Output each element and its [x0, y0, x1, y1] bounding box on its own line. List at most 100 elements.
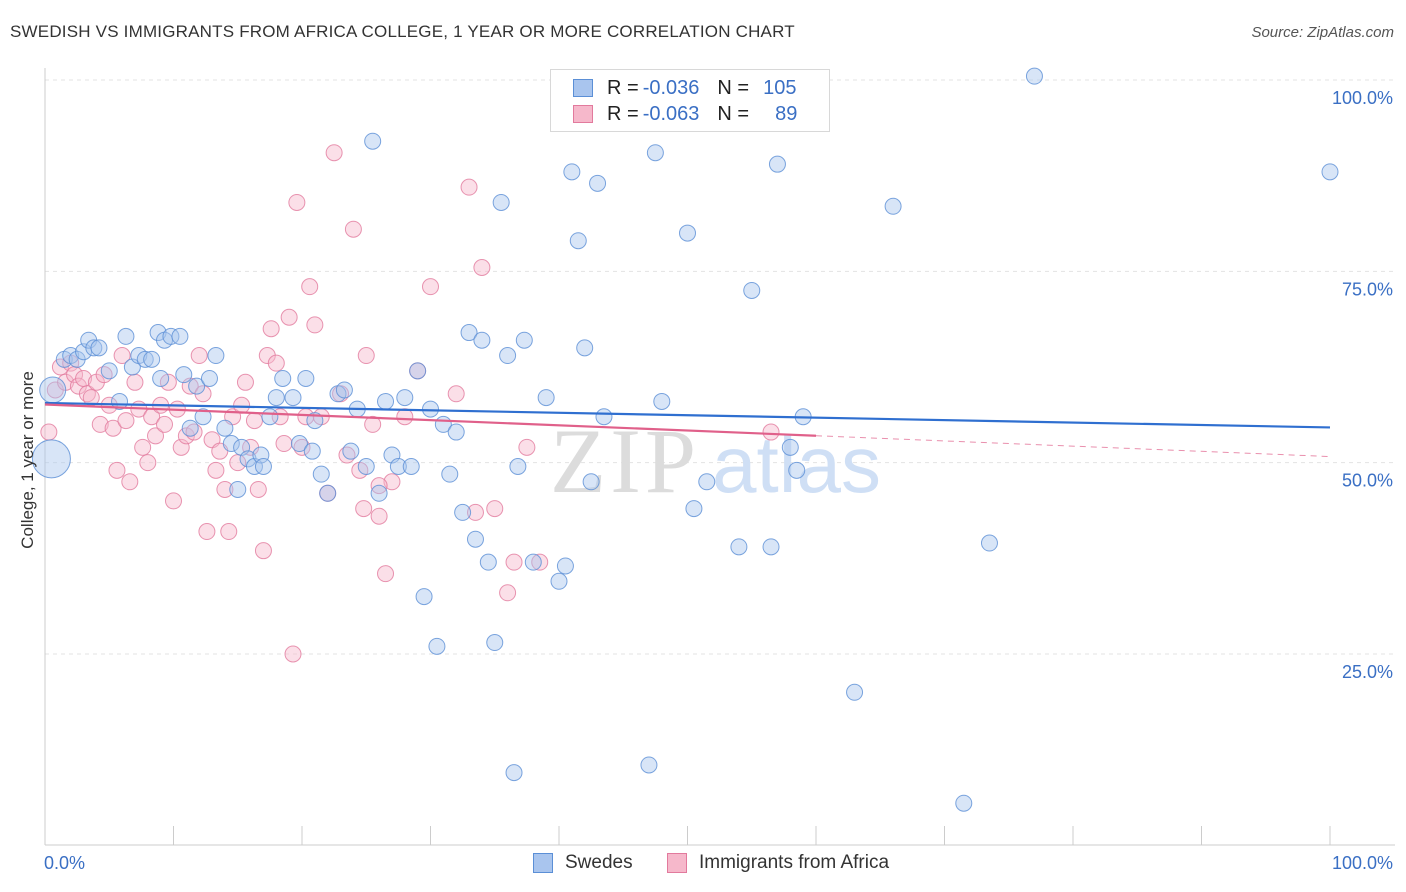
- swedes-point-82: [640, 756, 658, 774]
- africa-point-60: [301, 278, 319, 296]
- axes: [44, 68, 1395, 846]
- africa-point-45: [236, 373, 254, 391]
- bottom-legend-swedes: Swedes: [533, 852, 633, 874]
- swedes-point-28: [229, 480, 247, 498]
- swedes-point-56: [422, 400, 439, 418]
- swedes-point-40: [312, 465, 330, 483]
- africa-point-53: [271, 408, 289, 426]
- swedes-point-65: [479, 553, 497, 571]
- swedes-point-49: [377, 392, 395, 410]
- swedes-point-1: [39, 376, 67, 404]
- swedes-n-value: 105: [763, 76, 797, 99]
- africa-point-83: [505, 553, 523, 571]
- swedes-point-20: [175, 366, 193, 384]
- africa-point-55: [280, 308, 298, 326]
- africa-point-73: [383, 473, 401, 491]
- africa-point-71: [370, 507, 388, 525]
- africa-point-86: [762, 423, 780, 441]
- swedes-point-19: [171, 327, 189, 345]
- swedes-trend-line: [44, 401, 1331, 429]
- africa-trend-extension: [815, 435, 1331, 458]
- africa-point-40: [216, 480, 234, 498]
- chart-title: SWEDISH VS IMMIGRANTS FROM AFRICA COLLEG…: [10, 22, 795, 41]
- africa-point-85: [531, 553, 549, 571]
- swedes-point-64: [473, 331, 491, 349]
- swedes-point-8: [90, 339, 108, 357]
- source-label: Source: ZipAtlas.com: [1251, 24, 1394, 41]
- africa-point-80: [473, 259, 491, 277]
- swedes-point-80: [589, 174, 607, 192]
- bottom-legend-africa: Immigrants from Africa: [667, 852, 889, 874]
- africa-swatch: [573, 105, 593, 123]
- africa-point-31: [177, 427, 195, 445]
- africa-point-17: [117, 412, 135, 430]
- swedes-point-15: [143, 350, 161, 368]
- swedes-point-11: [117, 327, 135, 345]
- africa-point-77: [447, 385, 465, 403]
- africa-point-78: [460, 178, 478, 196]
- swedes-point-51: [389, 457, 407, 475]
- swedes-point-69: [505, 764, 523, 782]
- africa-n-value: 89: [775, 102, 798, 125]
- swedes-point-48: [370, 484, 388, 502]
- swedes-point-93: [788, 461, 806, 479]
- swedes-point-25: [207, 347, 225, 365]
- africa-point-81: [486, 500, 504, 518]
- swedes-point-61: [454, 503, 472, 521]
- swedes-r-label: R =: [607, 76, 639, 99]
- africa-r-label: R =: [607, 102, 639, 125]
- swedes-point-84: [653, 392, 671, 410]
- swedes-point-67: [492, 193, 510, 211]
- y-tick-label-50: 50.0%: [1342, 471, 1393, 491]
- africa-point-34: [190, 347, 208, 365]
- bottom-swedes-label: Swedes: [565, 852, 633, 873]
- africa-point-51: [262, 320, 280, 338]
- swedes-r-value: -0.036: [642, 76, 700, 99]
- africa-point-56: [284, 645, 302, 663]
- legend-row-africa: R = -0.063 N = 89: [573, 103, 797, 125]
- swedes-point-46: [357, 457, 375, 475]
- swedes-point-9: [100, 362, 118, 380]
- africa-point-70: [364, 415, 382, 433]
- swedes-point-26: [216, 419, 234, 437]
- swedes-point-89: [743, 281, 761, 299]
- swedes-point-92: [781, 438, 799, 456]
- swedes-point-97: [955, 794, 973, 812]
- y-axis-label: College, 1 year or more: [18, 371, 37, 549]
- y-tick-label-25: 25.0%: [1342, 662, 1393, 682]
- swedes-point-68: [499, 347, 517, 365]
- swedes-point-0: [31, 439, 71, 479]
- swedes-point-47: [364, 132, 382, 150]
- swedes-point-72: [524, 553, 542, 571]
- swedes-point-27: [222, 435, 240, 453]
- swedes-point-66: [486, 634, 504, 652]
- y-tick-label-100: 100.0%: [1332, 88, 1393, 108]
- swedes-point-53: [402, 457, 420, 475]
- swedes-point-77: [569, 232, 587, 250]
- swedes-point-87: [698, 473, 716, 491]
- swedes-point-60: [447, 423, 465, 441]
- watermark: ZIP atlas: [550, 410, 881, 512]
- swedes-point-99: [1025, 67, 1043, 85]
- gridlines: [45, 79, 1395, 655]
- swedes-point-95: [846, 683, 864, 701]
- correlation-legend: R = -0.036 N = 105 R = -0.063 N = 89: [550, 69, 830, 132]
- swedes-point-24: [200, 369, 218, 387]
- africa-point-24: [147, 427, 165, 445]
- africa-point-52: [267, 354, 285, 372]
- swedes-point-38: [297, 369, 315, 387]
- swedes-point-96: [884, 197, 902, 215]
- swedes-point-98: [980, 534, 998, 552]
- swedes-point-90: [762, 538, 780, 556]
- swedes-point-88: [730, 538, 748, 556]
- africa-point-0: [40, 423, 58, 441]
- africa-point-54: [275, 435, 293, 453]
- africa-point-47: [245, 412, 263, 430]
- swedes-point-85: [679, 224, 696, 242]
- swedes-point-33: [261, 408, 279, 426]
- swedes-point-37: [290, 435, 308, 453]
- swedes-point-102: [152, 369, 170, 387]
- y-tick-label-75: 75.0%: [1342, 279, 1393, 299]
- swedes-point-22: [188, 377, 206, 395]
